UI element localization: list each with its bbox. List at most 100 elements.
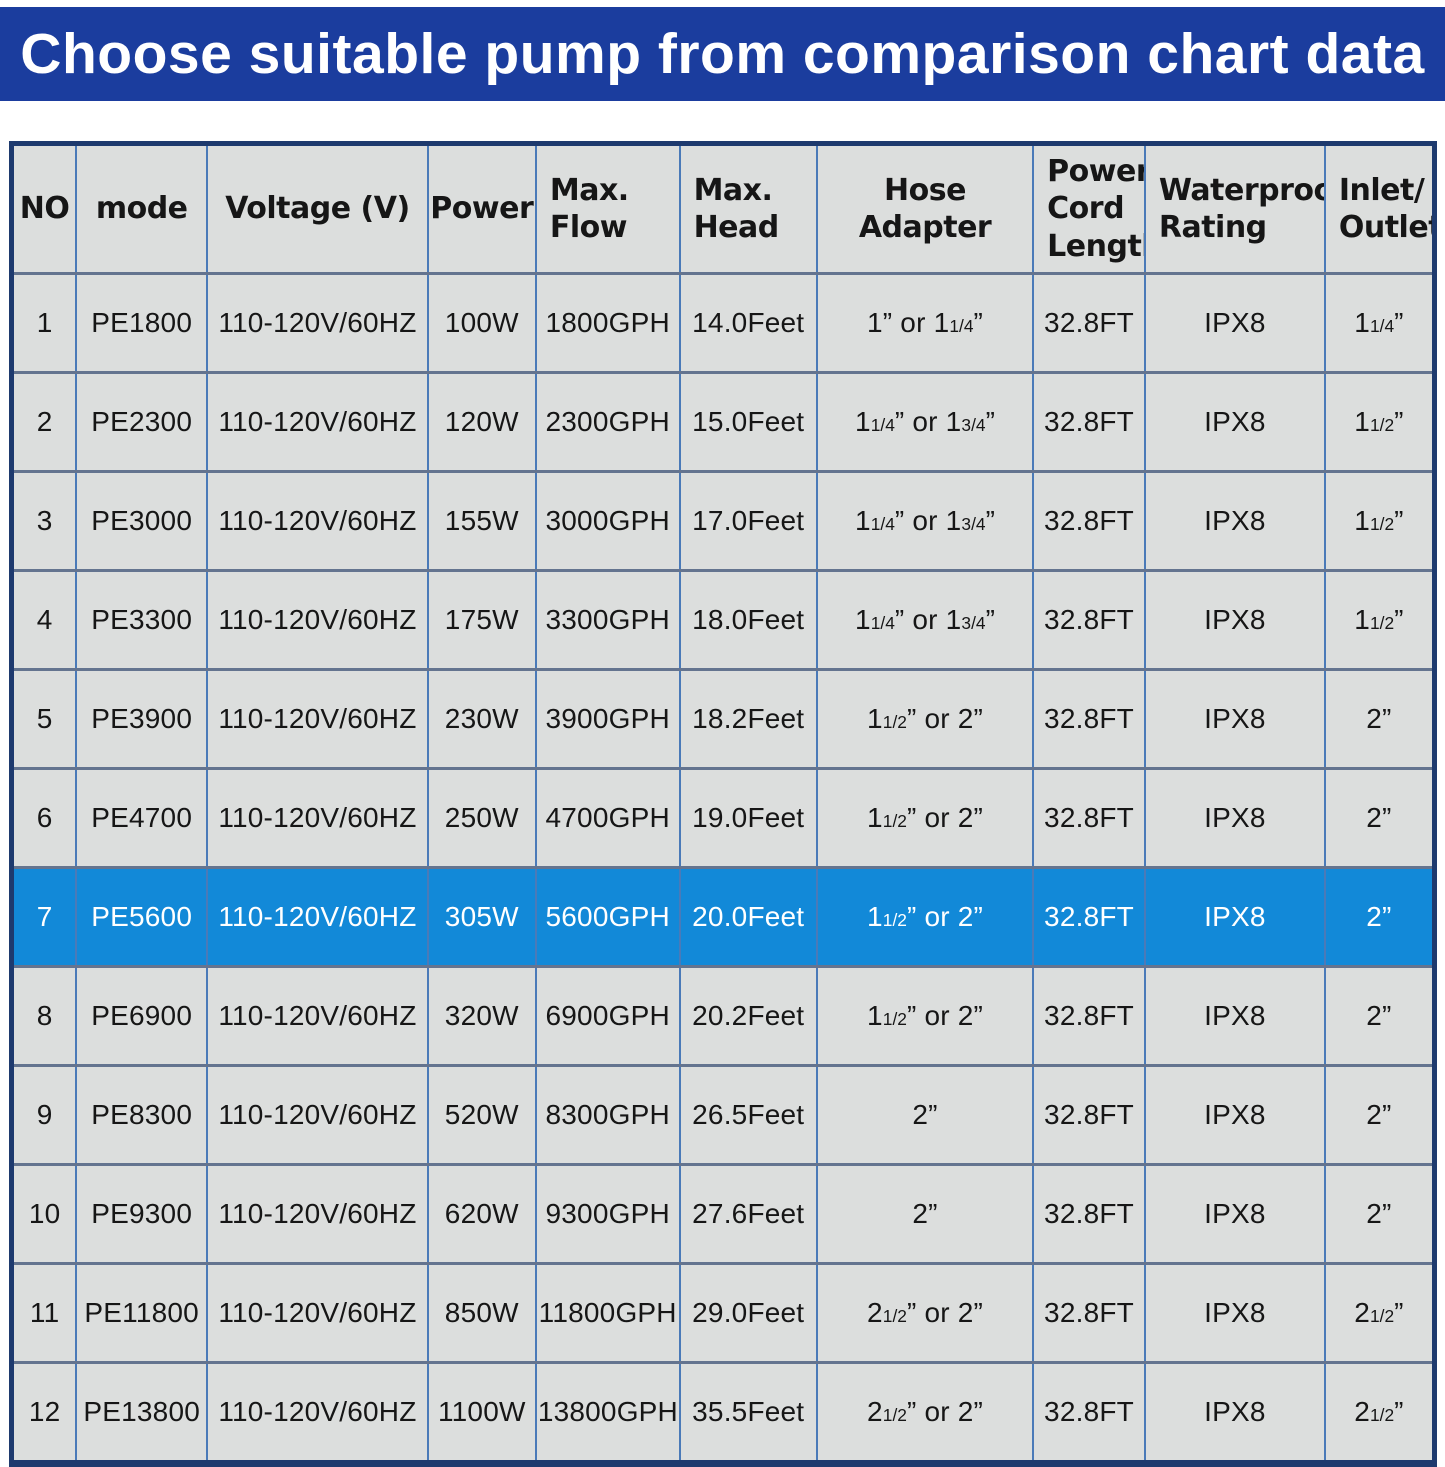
cell-inlet-outlet: 2” xyxy=(1323,668,1436,770)
cell-power: 1100W xyxy=(426,1361,537,1465)
cell-waterproof: IPX8 xyxy=(1143,470,1326,572)
cell-hose-adapter: 11/4” or 13/4” xyxy=(815,569,1035,671)
cell-max-flow: 5600GPH xyxy=(534,866,681,968)
cell-waterproof: IPX8 xyxy=(1143,272,1326,374)
cell-power: 320W xyxy=(426,965,537,1067)
cell-voltage: 110-120V/60HZ xyxy=(206,668,429,770)
header-voltage: Voltage (V) xyxy=(206,142,429,275)
cell-mode: PE2300 xyxy=(75,371,209,473)
cell-max-head: 18.2Feet xyxy=(678,668,818,770)
cell-hose-adapter: 11/4” or 13/4” xyxy=(815,470,1035,572)
cell-no: 9 xyxy=(10,1064,78,1166)
cell-max-flow: 3900GPH xyxy=(534,668,681,770)
cell-no: 6 xyxy=(10,767,78,869)
cell-max-flow: 2300GPH xyxy=(534,371,681,473)
cell-voltage: 110-120V/60HZ xyxy=(206,767,429,869)
cell-no: 7 xyxy=(10,866,78,968)
table-row: 3 PE3000 110-120V/60HZ 155W 3000GPH 17.0… xyxy=(10,470,1436,572)
cell-cord-length: 32.8FT xyxy=(1032,1262,1146,1364)
cell-voltage: 110-120V/60HZ xyxy=(206,272,429,374)
cell-max-head: 18.0Feet xyxy=(678,569,818,671)
cell-hose-adapter: 2” xyxy=(815,1064,1035,1166)
cell-voltage: 110-120V/60HZ xyxy=(206,1361,429,1465)
title-banner: Choose suitable pump from comparison cha… xyxy=(0,7,1445,101)
cell-power: 620W xyxy=(426,1163,537,1265)
cell-max-head: 20.2Feet xyxy=(678,965,818,1067)
cell-power: 100W xyxy=(426,272,537,374)
cell-no: 5 xyxy=(10,668,78,770)
cell-waterproof: IPX8 xyxy=(1143,569,1326,671)
cell-no: 10 xyxy=(10,1163,78,1265)
cell-inlet-outlet: 2” xyxy=(1323,1064,1436,1166)
cell-voltage: 110-120V/60HZ xyxy=(206,866,429,968)
table-row: 12 PE13800 110-120V/60HZ 1100W 13800GPH … xyxy=(10,1361,1436,1465)
cell-cord-length: 32.8FT xyxy=(1032,371,1146,473)
page-title: Choose suitable pump from comparison cha… xyxy=(20,22,1425,86)
cell-waterproof: IPX8 xyxy=(1143,1361,1326,1465)
cell-max-flow: 6900GPH xyxy=(534,965,681,1067)
table-row: 4 PE3300 110-120V/60HZ 175W 3300GPH 18.0… xyxy=(10,569,1436,671)
cell-voltage: 110-120V/60HZ xyxy=(206,1163,429,1265)
cell-waterproof: IPX8 xyxy=(1143,1262,1326,1364)
cell-cord-length: 32.8FT xyxy=(1032,470,1146,572)
header-cord-length: Power Cord Length xyxy=(1032,142,1146,275)
cell-voltage: 110-120V/60HZ xyxy=(206,569,429,671)
header-mode: mode xyxy=(75,142,209,275)
cell-max-flow: 9300GPH xyxy=(534,1163,681,1265)
cell-inlet-outlet: 21/2” xyxy=(1323,1361,1436,1465)
cell-waterproof: IPX8 xyxy=(1143,767,1326,869)
table-row: 5 PE3900 110-120V/60HZ 230W 3900GPH 18.2… xyxy=(10,668,1436,770)
cell-power: 155W xyxy=(426,470,537,572)
header-inlet-outlet: Inlet/ Outlet xyxy=(1323,142,1436,275)
cell-max-head: 17.0Feet xyxy=(678,470,818,572)
cell-mode: PE3300 xyxy=(75,569,209,671)
cell-hose-adapter: 11/4” or 13/4” xyxy=(815,371,1035,473)
cell-waterproof: IPX8 xyxy=(1143,1064,1326,1166)
cell-no: 3 xyxy=(10,470,78,572)
cell-voltage: 110-120V/60HZ xyxy=(206,965,429,1067)
cell-voltage: 110-120V/60HZ xyxy=(206,470,429,572)
cell-inlet-outlet: 2” xyxy=(1323,965,1436,1067)
cell-inlet-outlet: 21/2” xyxy=(1323,1262,1436,1364)
cell-mode: PE3900 xyxy=(75,668,209,770)
cell-inlet-outlet: 2” xyxy=(1323,866,1436,968)
cell-mode: PE3000 xyxy=(75,470,209,572)
cell-mode: PE13800 xyxy=(75,1361,209,1465)
cell-max-flow: 13800GPH xyxy=(534,1361,681,1465)
cell-max-flow: 8300GPH xyxy=(534,1064,681,1166)
cell-power: 250W xyxy=(426,767,537,869)
cell-hose-adapter: 11/2” or 2” xyxy=(815,767,1035,869)
cell-no: 12 xyxy=(10,1361,78,1465)
cell-mode: PE9300 xyxy=(75,1163,209,1265)
table-row: 1 PE1800 110-120V/60HZ 100W 1800GPH 14.0… xyxy=(10,272,1436,374)
cell-mode: PE4700 xyxy=(75,767,209,869)
cell-mode: PE6900 xyxy=(75,965,209,1067)
cell-cord-length: 32.8FT xyxy=(1032,1163,1146,1265)
cell-mode: PE5600 xyxy=(75,866,209,968)
cell-waterproof: IPX8 xyxy=(1143,866,1326,968)
cell-power: 305W xyxy=(426,866,537,968)
cell-inlet-outlet: 11/4” xyxy=(1323,272,1436,374)
cell-inlet-outlet: 2” xyxy=(1323,767,1436,869)
table-row: 9 PE8300 110-120V/60HZ 520W 8300GPH 26.5… xyxy=(10,1064,1436,1166)
cell-inlet-outlet: 2” xyxy=(1323,1163,1436,1265)
table-row: 6 PE4700 110-120V/60HZ 250W 4700GPH 19.0… xyxy=(10,767,1436,869)
pump-comparison-table: NO mode Voltage (V) Power Max. Flow Max.… xyxy=(9,141,1437,1467)
cell-hose-adapter: 21/2” or 2” xyxy=(815,1361,1035,1465)
cell-power: 230W xyxy=(426,668,537,770)
cell-max-head: 35.5Feet xyxy=(678,1361,818,1465)
table-body: 1 PE1800 110-120V/60HZ 100W 1800GPH 14.0… xyxy=(10,272,1436,1465)
cell-max-flow: 3000GPH xyxy=(534,470,681,572)
header-waterproof: Waterproof Rating xyxy=(1143,142,1326,275)
header-max-head: Max. Head xyxy=(678,142,818,275)
cell-max-head: 19.0Feet xyxy=(678,767,818,869)
cell-power: 520W xyxy=(426,1064,537,1166)
cell-no: 2 xyxy=(10,371,78,473)
header-max-flow: Max. Flow xyxy=(534,142,681,275)
cell-max-head: 20.0Feet xyxy=(678,866,818,968)
table-row: 11 PE11800 110-120V/60HZ 850W 11800GPH 2… xyxy=(10,1262,1436,1364)
table-row: 2 PE2300 110-120V/60HZ 120W 2300GPH 15.0… xyxy=(10,371,1436,473)
cell-power: 850W xyxy=(426,1262,537,1364)
cell-voltage: 110-120V/60HZ xyxy=(206,1262,429,1364)
page: Choose suitable pump from comparison cha… xyxy=(0,7,1445,1467)
